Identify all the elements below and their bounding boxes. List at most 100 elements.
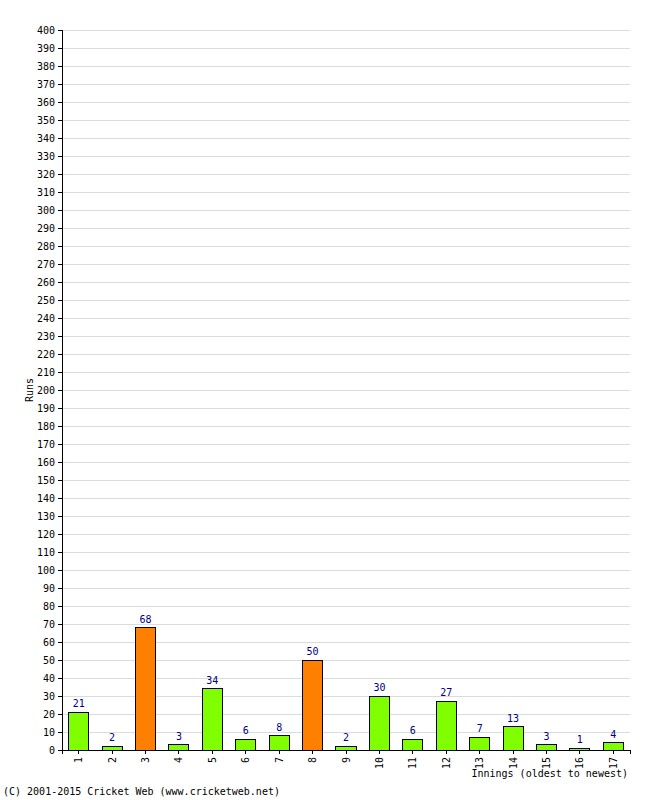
x-tick-label: 6 [240, 757, 251, 763]
y-tick-mark [58, 498, 62, 499]
y-tick-label: 260 [37, 277, 55, 288]
x-tick-mark [513, 750, 514, 754]
y-tick-mark [58, 390, 62, 391]
y-tick-label: 190 [37, 403, 55, 414]
grid-line [62, 408, 630, 409]
y-tick: 340 [37, 133, 62, 144]
bar [136, 628, 156, 750]
y-tick-mark [58, 156, 62, 157]
y-tick-label: 270 [37, 259, 55, 270]
x-axis: 1234567891011121314151617 [63, 750, 631, 769]
grid-line [62, 390, 630, 391]
data-labels: 212683346850230627713314 [73, 614, 617, 746]
y-tick-mark [58, 444, 62, 445]
x-tick-label: 1 [73, 757, 84, 763]
bar [102, 746, 122, 750]
y-tick: 160 [37, 457, 62, 468]
grid-line [62, 264, 630, 265]
x-tick-mark [446, 750, 447, 754]
y-tick-label: 80 [43, 601, 55, 612]
data-label: 4 [610, 729, 616, 740]
y-tick-label: 160 [37, 457, 55, 468]
x-tick: 12 [441, 750, 452, 769]
y-tick-label: 340 [37, 133, 55, 144]
grid-line [62, 462, 630, 463]
grid-line [62, 156, 630, 157]
grid-line [62, 606, 630, 607]
y-tick: 30 [43, 691, 62, 702]
grid [62, 30, 630, 750]
y-tick: 60 [43, 637, 62, 648]
y-tick-mark [58, 678, 62, 679]
y-tick: 400 [37, 25, 62, 36]
y-tick: 220 [37, 349, 62, 360]
bar [369, 696, 389, 750]
data-label: 2 [343, 732, 349, 743]
x-tick-mark [579, 750, 580, 754]
x-tick-mark [312, 750, 313, 754]
x-tick-label: 4 [173, 757, 184, 763]
grid-line [62, 120, 630, 121]
y-tick-mark [58, 138, 62, 139]
bar [303, 660, 323, 750]
y-tick-mark [58, 300, 62, 301]
grid-line [62, 534, 630, 535]
bar [202, 689, 222, 750]
y-tick-label: 180 [37, 421, 55, 432]
x-tick-mark [145, 750, 146, 754]
y-tick: 130 [37, 511, 62, 522]
x-tick: 3 [140, 750, 151, 763]
y-tick-label: 230 [37, 331, 55, 342]
y-tick-mark [58, 354, 62, 355]
y-tick-mark [58, 732, 62, 733]
x-tick: 15 [541, 750, 552, 769]
data-label: 30 [373, 682, 385, 693]
y-tick-mark [58, 642, 62, 643]
data-label: 1 [577, 734, 583, 745]
y-tick-mark [58, 84, 62, 85]
y-tick: 210 [37, 367, 62, 378]
y-tick: 150 [37, 475, 62, 486]
x-tick-label: 2 [107, 757, 118, 763]
grid-line [62, 318, 630, 319]
y-tick-mark [58, 210, 62, 211]
y-tick-label: 0 [49, 745, 55, 756]
y-tick-label: 200 [37, 385, 55, 396]
y-tick: 390 [37, 43, 62, 54]
data-label: 2 [109, 732, 115, 743]
bar [236, 739, 256, 750]
y-tick: 120 [37, 529, 62, 540]
y-tick: 200 [37, 385, 62, 396]
y-tick: 20 [43, 709, 62, 720]
y-tick: 40 [43, 673, 62, 684]
x-tick-mark [546, 750, 547, 754]
grid-line [62, 282, 630, 283]
y-tick-label: 320 [37, 169, 55, 180]
y-tick: 100 [37, 565, 62, 576]
x-tick: 16 [574, 750, 585, 769]
y-tick: 0 [49, 745, 62, 756]
y-tick-mark [58, 606, 62, 607]
x-axis-title: Innings (oldest to newest) [471, 768, 628, 779]
x-tick-mark [346, 750, 347, 754]
data-label: 7 [477, 723, 483, 734]
y-axis-title: Runs [24, 378, 35, 402]
y-tick: 270 [37, 259, 62, 270]
y-tick: 310 [37, 187, 62, 198]
bar [336, 746, 356, 750]
data-label: 13 [507, 713, 519, 724]
y-tick: 230 [37, 331, 62, 342]
y-tick-label: 70 [43, 619, 55, 630]
x-tick-mark [279, 750, 280, 754]
y-tick-label: 220 [37, 349, 55, 360]
bar [536, 745, 556, 750]
y-tick-label: 290 [37, 223, 55, 234]
y-tick: 80 [43, 601, 62, 612]
y-tick-label: 120 [37, 529, 55, 540]
y-tick: 180 [37, 421, 62, 432]
y-tick: 110 [37, 547, 62, 558]
x-tick-mark [178, 750, 179, 754]
y-tick-label: 310 [37, 187, 55, 198]
grid-line [62, 372, 630, 373]
y-axis: 0102030405060708090100110120130140150160… [37, 25, 63, 756]
